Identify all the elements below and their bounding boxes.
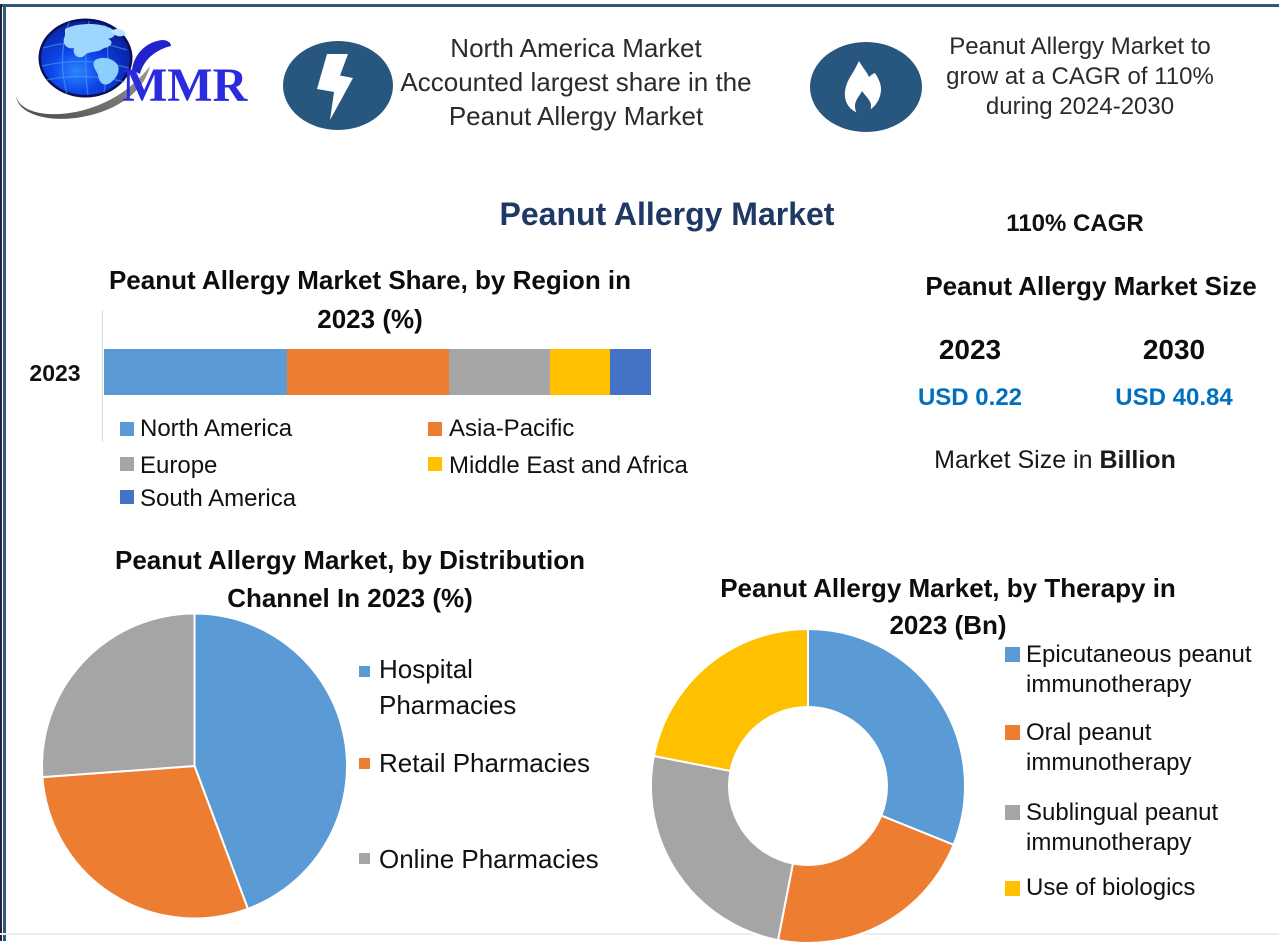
svg-text:MMR: MMR [122, 59, 249, 112]
